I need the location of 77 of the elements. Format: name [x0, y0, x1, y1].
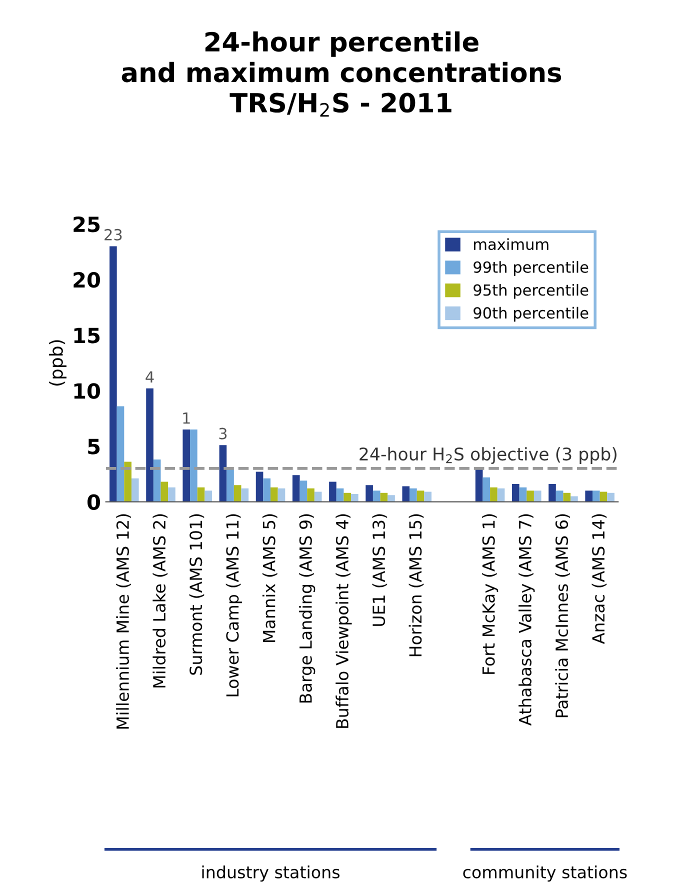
x-tick-label: Lower Camp (AMS 11)	[226, 514, 242, 696]
bar	[351, 494, 358, 502]
bar	[563, 492, 571, 502]
bar	[424, 492, 432, 502]
x-tick-label: Barge Landing (AMS 9)	[299, 514, 316, 703]
bar	[534, 490, 542, 502]
bar	[548, 484, 556, 502]
annotation: 1	[183, 412, 190, 424]
x-tick-label: UE1 (AMS 13)	[372, 514, 388, 626]
bar	[116, 406, 124, 502]
bar	[556, 490, 564, 502]
x-tick-label: Patricia McInnes (AMS 6)	[555, 514, 570, 718]
bar	[490, 487, 498, 502]
y-tick-label: 15	[74, 328, 100, 344]
bar	[241, 488, 249, 502]
bar	[497, 488, 505, 502]
bar	[190, 430, 198, 502]
x-tick-label: Fort McKay (AMS 1)	[482, 514, 498, 674]
legend-label: 95th percentile	[474, 284, 588, 299]
legend-label: 90th percentile	[474, 306, 588, 322]
x-tick-label: Anzac (AMS 14)	[592, 514, 607, 644]
x-tick-label: Millennium Mine (AMS 12)	[116, 514, 131, 729]
bar	[270, 487, 278, 502]
bar	[344, 492, 352, 502]
bar	[234, 485, 242, 502]
bar	[570, 496, 578, 502]
bar	[366, 485, 373, 502]
bar	[307, 488, 314, 502]
bar	[526, 490, 534, 502]
bar	[160, 482, 168, 502]
bar	[585, 490, 592, 502]
bar	[131, 478, 139, 502]
y-tick-label: 0	[88, 494, 100, 510]
bar	[512, 484, 520, 502]
text: industry stations	[202, 866, 340, 882]
annotation: 3	[219, 428, 227, 440]
y-tick-label: 10	[74, 383, 100, 399]
annotation: 23	[104, 228, 122, 240]
bar	[388, 495, 395, 502]
bar	[256, 472, 264, 502]
bar	[592, 490, 600, 502]
legend-label: 99th percentile	[474, 261, 588, 276]
legend-label: maximum	[474, 238, 548, 250]
y-axis-title: (ppb)	[48, 340, 66, 386]
bar	[110, 246, 117, 502]
bar	[146, 388, 154, 502]
bar	[124, 462, 132, 502]
annotation: 4	[146, 371, 154, 382]
bar	[416, 490, 424, 502]
bar	[402, 486, 410, 502]
bar	[607, 492, 614, 502]
bar	[336, 488, 344, 502]
y-tick-label: 5	[88, 438, 100, 454]
x-tick-label: Mildred Lake (AMS 2)	[152, 514, 168, 688]
x-tick-label: Horizon (AMS 15)	[408, 514, 424, 656]
bar	[300, 480, 308, 502]
bar	[168, 487, 176, 502]
x-tick-label: Surmont (AMS 101)	[189, 514, 204, 675]
y-tick-label: 20	[74, 272, 100, 288]
y-tick-label: 25	[74, 216, 100, 232]
bar	[204, 490, 212, 502]
text: community stations	[463, 866, 627, 882]
bar	[410, 488, 417, 502]
bar	[226, 470, 234, 502]
x-tick-label: Mannix (AMS 5)	[262, 514, 278, 642]
bar	[278, 488, 286, 502]
x-tick-label: Buffalo Viewpoint (AMS 4)	[336, 514, 352, 728]
bar	[292, 475, 300, 502]
bar	[182, 430, 190, 502]
bar	[219, 445, 227, 502]
bar	[263, 478, 271, 502]
x-tick-label: Athabasca Valley (AMS 7)	[518, 514, 535, 726]
bar	[329, 482, 336, 502]
chart-title: 24-hour percentile and maximum concentrations TRS/H$_{2}$S - 2011	[122, 31, 562, 117]
bar	[372, 490, 380, 502]
bar	[482, 477, 490, 502]
ref-line-label: 24-hour H$_{2}$S objective (3 ppb)	[360, 447, 616, 464]
